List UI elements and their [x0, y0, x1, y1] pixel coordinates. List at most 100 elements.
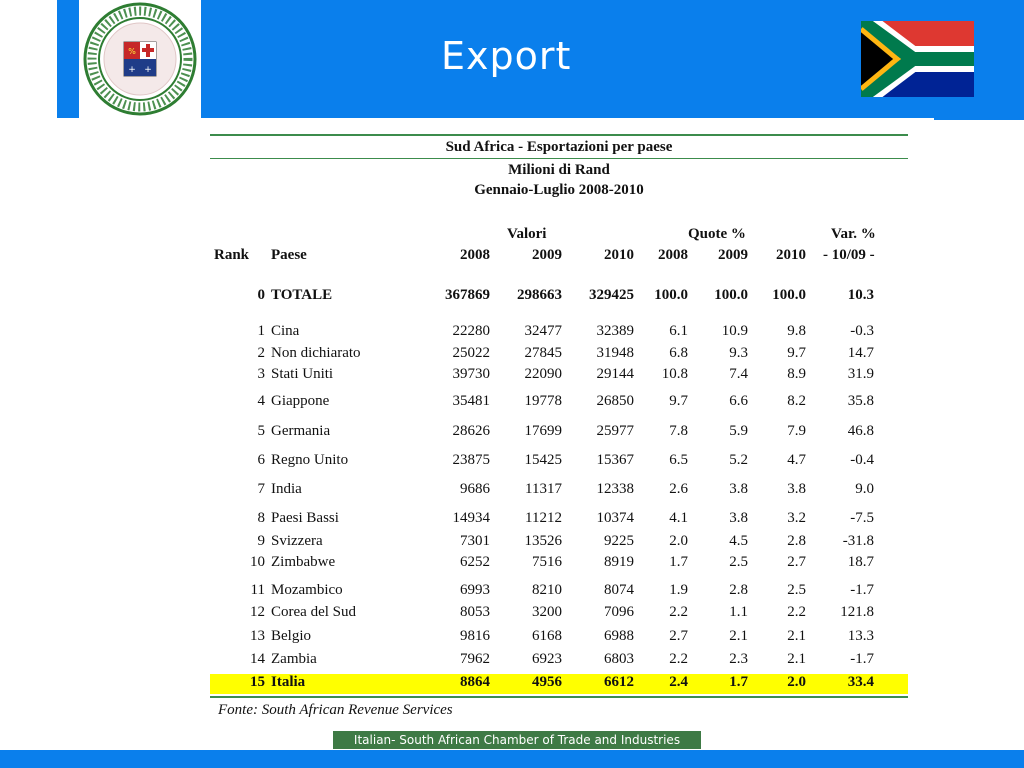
- col-var: - 10/09 -: [823, 247, 875, 263]
- group-header-quote: Quote %: [688, 226, 746, 242]
- cell-q2010: 100.0: [772, 287, 806, 303]
- cell-v2008: 28626: [452, 423, 491, 439]
- cell-v2009: 19778: [524, 393, 563, 409]
- cell-v2010: 6803: [604, 651, 634, 667]
- cell-q2008: 1.9: [669, 582, 688, 598]
- cell-v2009: 22090: [524, 366, 563, 382]
- table-row: 11 Mozambico 6993 8210 8074 1.9 2.8 2.5 -1.7: [210, 582, 908, 602]
- cell-paese: Mozambico: [271, 582, 343, 598]
- cell-q2008: 4.1: [669, 510, 688, 526]
- cell-q2010: 2.5: [787, 582, 806, 598]
- table-row: 12 Corea del Sud 8053 3200 7096 2.2 1.1 2.2 121.…: [210, 604, 908, 624]
- cell-paese: Stati Uniti: [271, 366, 334, 382]
- cell-var: 33.4: [847, 674, 874, 690]
- cell-q2009: 100.0: [714, 287, 748, 303]
- cell-rank: 10: [250, 554, 265, 570]
- cell-q2009: 1.1: [729, 604, 748, 620]
- cell-q2008: 9.7: [669, 393, 688, 409]
- cell-q2008: 2.2: [669, 604, 688, 620]
- cell-q2010: 3.2: [787, 510, 806, 526]
- cell-q2010: 2.1: [787, 651, 806, 667]
- cell-q2010: 2.7: [787, 554, 806, 570]
- left-accent-stripe: [57, 0, 79, 118]
- cell-v2010: 9225: [604, 533, 634, 549]
- table-row: 1 Cina 22280 32477 32389 6.1 10.9 9.8 -0.3: [210, 323, 908, 343]
- content-panel: [203, 118, 934, 724]
- table-row: 9 Svizzera 7301 13526 9225 2.0 4.5 2.8 -31.8: [210, 533, 908, 553]
- cell-q2009: 2.1: [729, 628, 748, 644]
- cell-q2010: 9.8: [787, 323, 806, 339]
- cell-q2009: 5.2: [729, 452, 748, 468]
- table-column-headers: Rank Paese 2008 2009 2010 2008 2009 2010…: [210, 247, 908, 267]
- cell-q2008: 2.2: [669, 651, 688, 667]
- cell-v2008: 8053: [460, 604, 490, 620]
- cell-q2008: 7.8: [669, 423, 688, 439]
- cell-v2008: 22280: [452, 323, 491, 339]
- cell-rank: 13: [250, 628, 265, 644]
- cell-var: 46.8: [847, 423, 874, 439]
- cell-paese: Belgio: [271, 628, 311, 644]
- table-row: 13 Belgio 9816 6168 6988 2.7 2.1 2.1 13.3: [210, 628, 908, 648]
- cell-paese: Zambia: [271, 651, 317, 667]
- col-valori-2009: 2009: [532, 247, 562, 263]
- cell-paese: Corea del Sud: [271, 604, 356, 620]
- cell-q2009: 9.3: [729, 345, 748, 361]
- cell-v2010: 25977: [596, 423, 635, 439]
- cell-rank: 7: [257, 481, 266, 497]
- cell-rank: 2: [257, 345, 266, 361]
- table-row: 6 Regno Unito 23875 15425 15367 6.5 5.2 4.7 -0.4: [210, 452, 908, 472]
- cell-q2010: 7.9: [787, 423, 806, 439]
- col-quote-2009: 2009: [718, 247, 748, 263]
- cell-q2009: 2.3: [729, 651, 748, 667]
- cell-v2010: 6612: [604, 674, 634, 690]
- cell-v2009: 27845: [524, 345, 563, 361]
- cell-rank: 3: [257, 366, 266, 382]
- chamber-seal-icon: + + %: [83, 2, 197, 116]
- col-quote-2010: 2010: [776, 247, 806, 263]
- cell-q2010: 9.7: [787, 345, 806, 361]
- cell-rank: 8: [257, 510, 266, 526]
- cell-paese: Italia: [271, 674, 306, 690]
- table-row: 10 Zimbabwe 6252 7516 8919 1.7 2.5 2.7 18.7: [210, 554, 908, 574]
- cell-v2009: 13526: [524, 533, 563, 549]
- slide-title: Export: [441, 34, 572, 78]
- cell-v2010: 26850: [596, 393, 635, 409]
- cell-q2009: 3.8: [729, 481, 748, 497]
- cell-var: 14.7: [847, 345, 874, 361]
- table-row: 4 Giappone 35481 19778 26850 9.7 6.6 8.2 35.8: [210, 393, 908, 413]
- cell-v2008: 39730: [452, 366, 491, 382]
- cell-paese: Paesi Bassi: [271, 510, 339, 526]
- col-rank: Rank: [214, 247, 250, 263]
- cell-v2009: 11212: [525, 510, 562, 526]
- cell-q2008: 100.0: [654, 287, 688, 303]
- cell-q2010: 8.2: [787, 393, 806, 409]
- cell-paese: Non dichiarato: [271, 345, 361, 361]
- col-paese: Paese: [271, 247, 307, 263]
- svg-text:%: %: [128, 47, 136, 56]
- chamber-logo: + + %: [79, 0, 201, 118]
- cell-v2010: 6988: [604, 628, 634, 644]
- cell-v2008: 7301: [460, 533, 490, 549]
- table-row-highlight: 15 Italia 8864 4956 6612 2.4 1.7 2.0 33.…: [210, 674, 908, 694]
- cell-q2008: 2.7: [669, 628, 688, 644]
- cell-q2009: 10.9: [721, 323, 748, 339]
- cell-rank: 0: [257, 287, 266, 303]
- table-top-rule: [210, 134, 908, 136]
- col-valori-2008: 2008: [460, 247, 490, 263]
- svg-text:+: +: [144, 65, 152, 75]
- cell-q2009: 4.5: [729, 533, 748, 549]
- cell-var: 31.9: [847, 366, 874, 382]
- cell-v2008: 7962: [460, 651, 490, 667]
- cell-paese: India: [271, 481, 302, 497]
- cell-q2010: 8.9: [787, 366, 806, 382]
- cell-paese: TOTALE: [271, 287, 333, 303]
- table-row: 2 Non dichiarato 25022 27845 31948 6.8 9.3 9.7 1…: [210, 345, 908, 365]
- cell-rank: 15: [250, 674, 265, 690]
- cell-q2008: 2.0: [669, 533, 688, 549]
- cell-var: 13.3: [847, 628, 874, 644]
- cell-v2009: 32477: [524, 323, 563, 339]
- cell-var: -1.7: [850, 582, 874, 598]
- cell-v2008: 35481: [452, 393, 491, 409]
- table-row: 7 India 9686 11317 12338 2.6 3.8 3.8 9.0: [210, 481, 908, 501]
- cell-q2008: 1.7: [669, 554, 688, 570]
